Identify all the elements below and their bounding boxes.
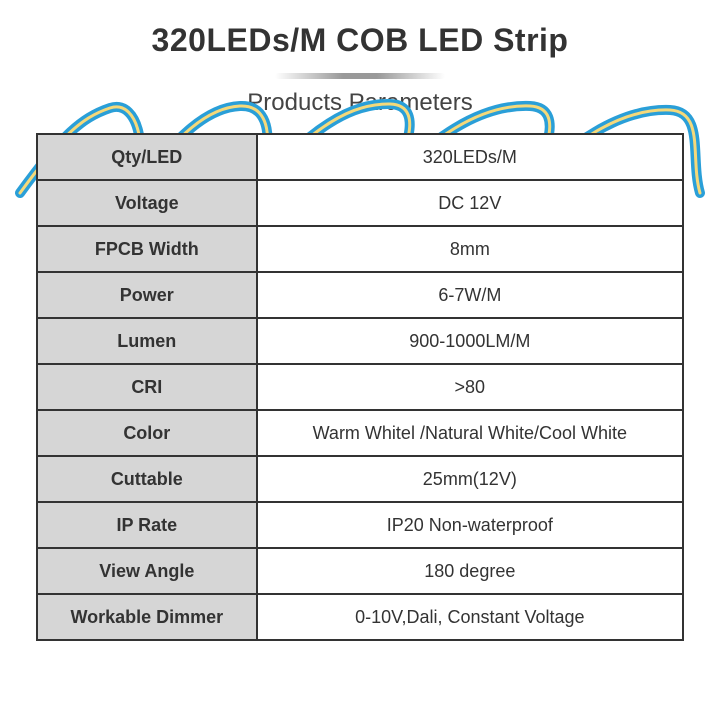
param-label: FPCB Width [37, 226, 257, 272]
param-label: Cuttable [37, 456, 257, 502]
parameters-table: Qty/LED320LEDs/MVoltageDC 12VFPCB Width8… [36, 133, 684, 641]
param-value: IP20 Non-waterproof [257, 502, 683, 548]
param-label: Workable Dimmer [37, 594, 257, 640]
table-row: Cuttable25mm(12V) [37, 456, 683, 502]
parameters-table-wrap: Qty/LED320LEDs/MVoltageDC 12VFPCB Width8… [36, 133, 684, 641]
title-divider [275, 73, 445, 79]
param-label: Voltage [37, 180, 257, 226]
param-value: 320LEDs/M [257, 134, 683, 180]
table-row: FPCB Width8mm [37, 226, 683, 272]
page-subtitle: Products Parameters [0, 89, 720, 117]
param-value: 8mm [257, 226, 683, 272]
table-row: Qty/LED320LEDs/M [37, 134, 683, 180]
param-label: View Angle [37, 548, 257, 594]
param-label: Qty/LED [37, 134, 257, 180]
param-label: IP Rate [37, 502, 257, 548]
param-label: Power [37, 272, 257, 318]
param-value: Warm Whitel /Natural White/Cool White [257, 410, 683, 456]
table-row: IP RateIP20 Non-waterproof [37, 502, 683, 548]
table-row: VoltageDC 12V [37, 180, 683, 226]
page-title: 320LEDs/M COB LED Strip [0, 0, 720, 59]
table-row: View Angle180 degree [37, 548, 683, 594]
param-value: 900-1000LM/M [257, 318, 683, 364]
param-value: 25mm(12V) [257, 456, 683, 502]
table-row: Workable Dimmer0-10V,Dali, Constant Volt… [37, 594, 683, 640]
param-label: Lumen [37, 318, 257, 364]
table-row: CRI>80 [37, 364, 683, 410]
param-value: 180 degree [257, 548, 683, 594]
param-value: 0-10V,Dali, Constant Voltage [257, 594, 683, 640]
table-row: ColorWarm Whitel /Natural White/Cool Whi… [37, 410, 683, 456]
table-row: Power6-7W/M [37, 272, 683, 318]
param-value: >80 [257, 364, 683, 410]
table-row: Lumen900-1000LM/M [37, 318, 683, 364]
param-value: 6-7W/M [257, 272, 683, 318]
param-value: DC 12V [257, 180, 683, 226]
param-label: Color [37, 410, 257, 456]
param-label: CRI [37, 364, 257, 410]
